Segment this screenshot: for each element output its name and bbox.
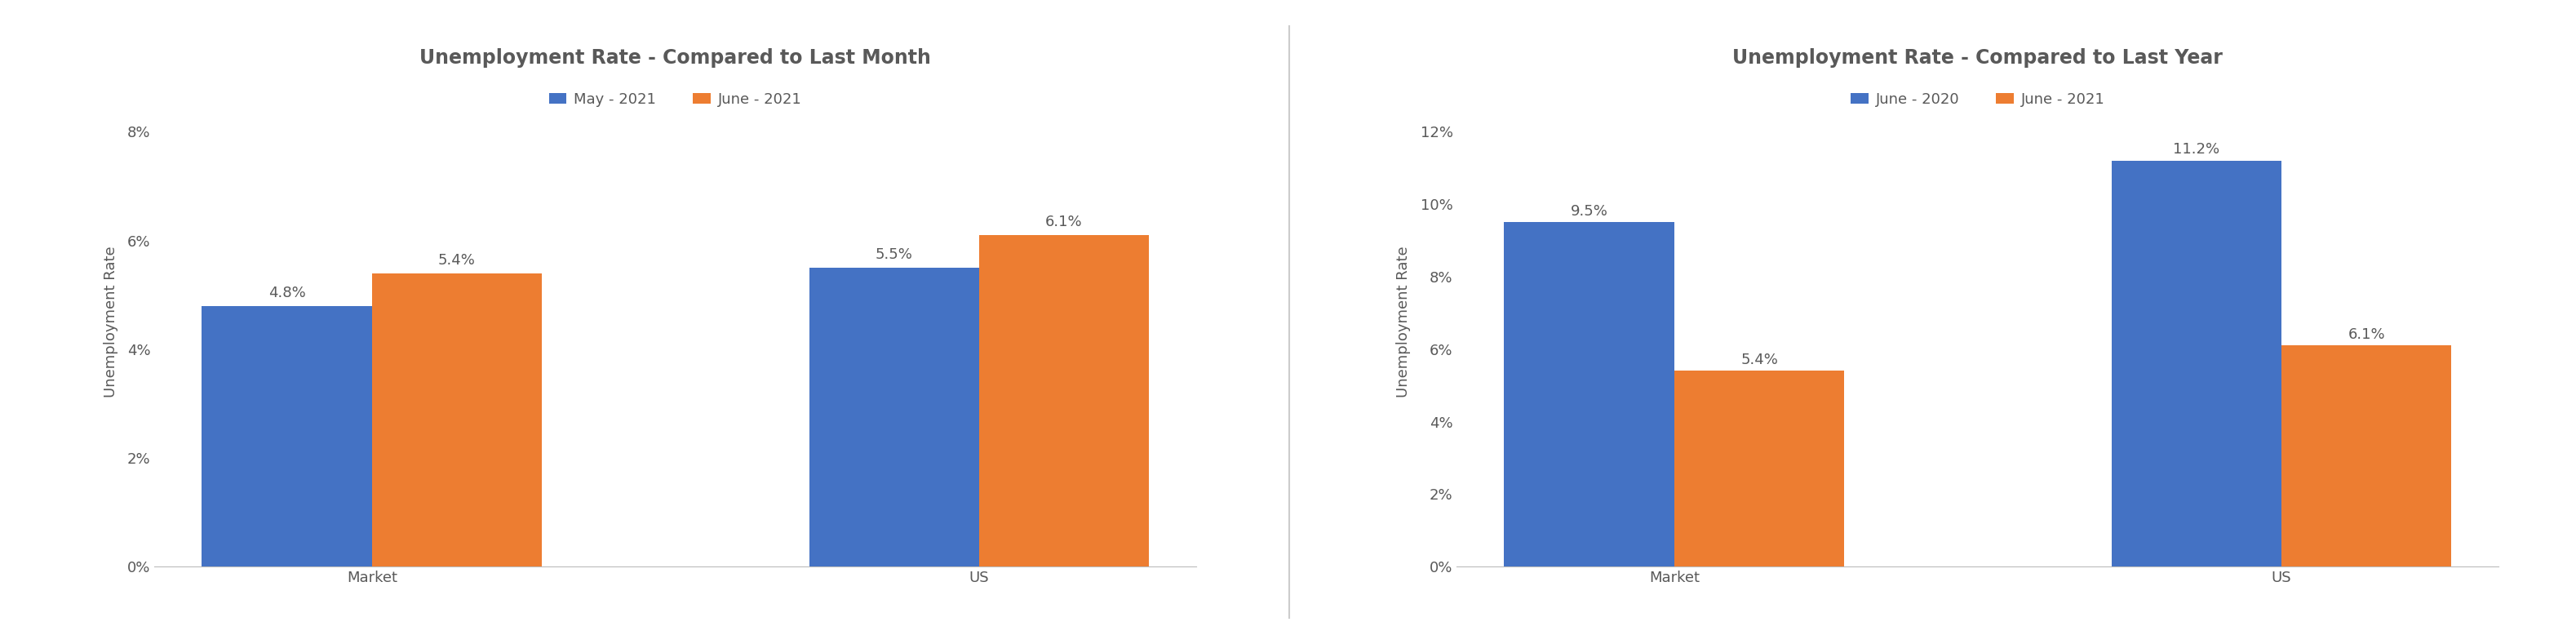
Bar — [2112, 160, 2282, 567]
Bar — [371, 273, 541, 567]
Bar — [201, 306, 371, 567]
Bar — [2282, 346, 2452, 567]
Y-axis label: Unemployment Rate: Unemployment Rate — [103, 246, 118, 398]
Bar — [1504, 222, 1674, 567]
Bar — [1674, 371, 1844, 567]
Text: 6.1%: 6.1% — [1046, 215, 1082, 229]
Text: 11.2%: 11.2% — [2174, 142, 2221, 157]
Text: 6.1%: 6.1% — [2347, 327, 2385, 342]
Text: 4.8%: 4.8% — [268, 285, 307, 300]
Title: Unemployment Rate - Compared to Last Year: Unemployment Rate - Compared to Last Yea… — [1734, 48, 2223, 68]
Title: Unemployment Rate - Compared to Last Month: Unemployment Rate - Compared to Last Mon… — [420, 48, 933, 68]
Text: 9.5%: 9.5% — [1571, 204, 1607, 219]
Legend: May - 2021, June - 2021: May - 2021, June - 2021 — [541, 84, 809, 114]
Bar — [809, 268, 979, 567]
Legend: June - 2020, June - 2021: June - 2020, June - 2021 — [1844, 84, 2112, 114]
Text: 5.5%: 5.5% — [876, 247, 912, 262]
Text: 5.4%: 5.4% — [438, 253, 477, 268]
Y-axis label: Unemployment Rate: Unemployment Rate — [1396, 246, 1412, 398]
Text: 5.4%: 5.4% — [1741, 353, 1777, 367]
Bar — [979, 235, 1149, 567]
